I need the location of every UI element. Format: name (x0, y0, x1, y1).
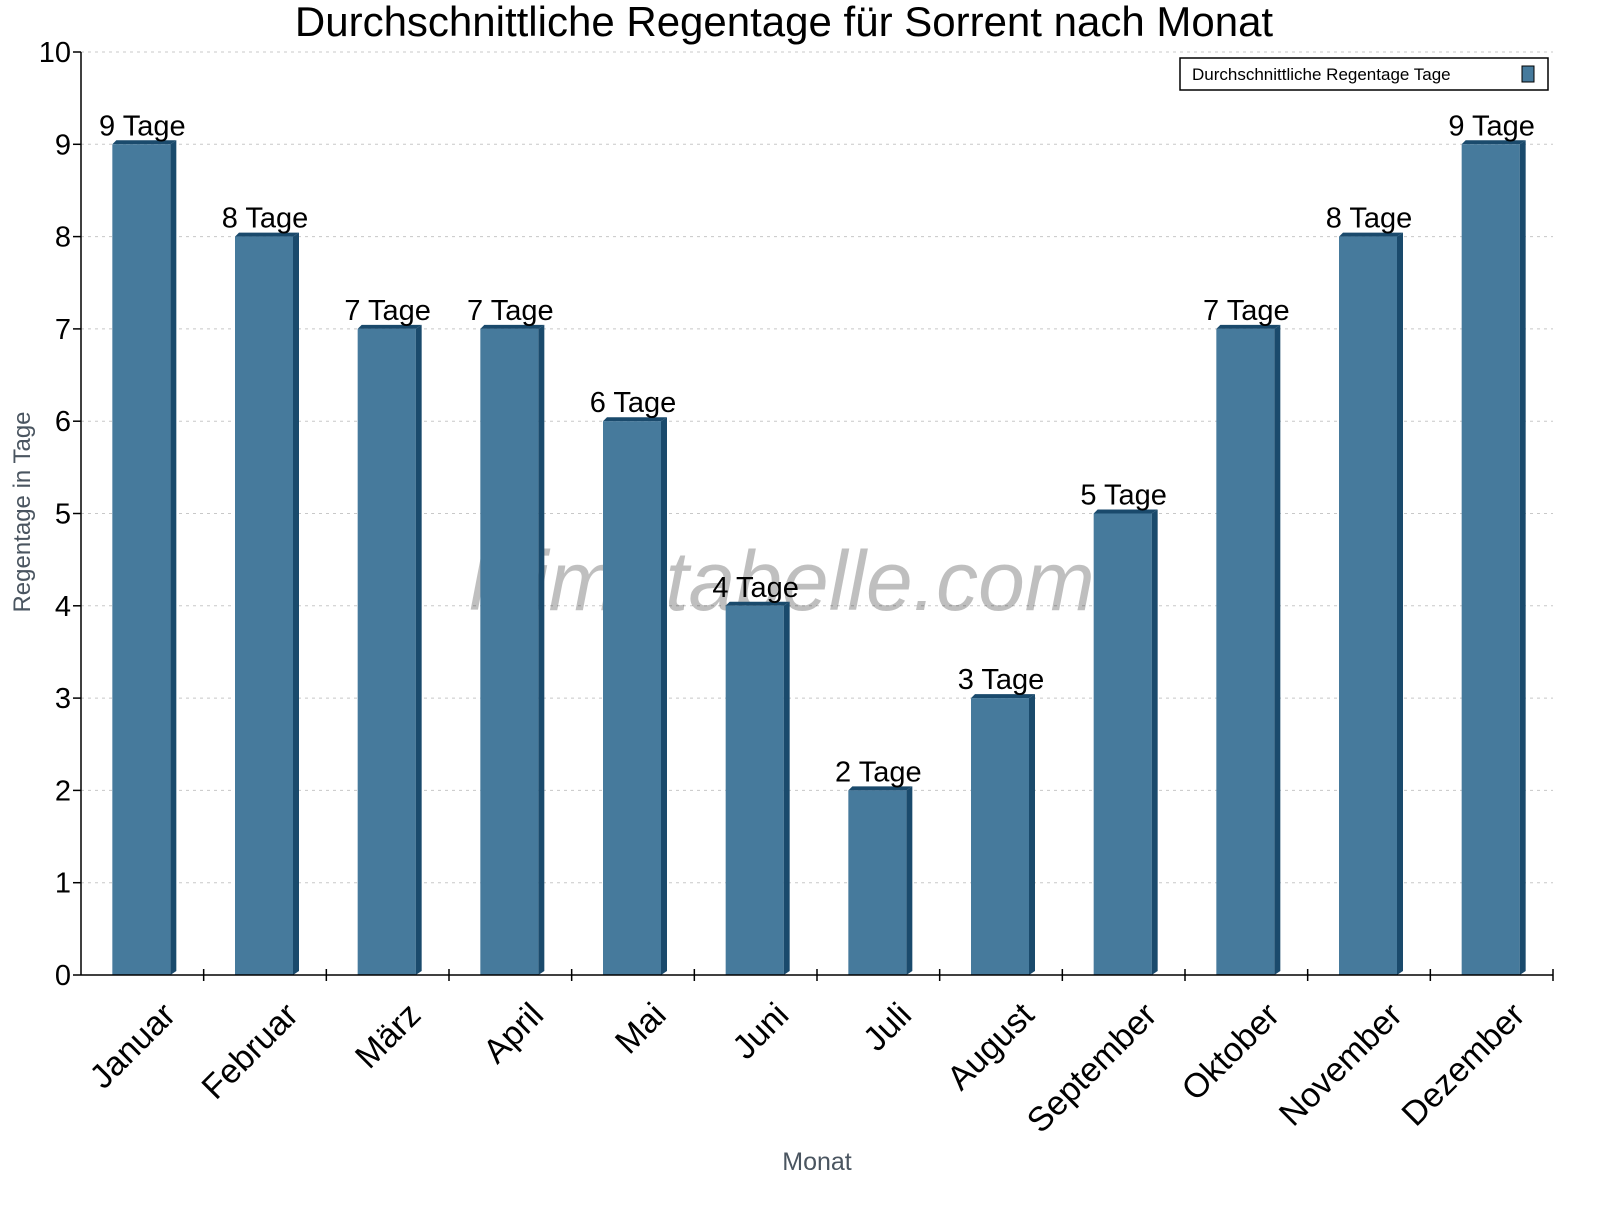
x-tick-label: September (1020, 996, 1164, 1140)
y-tick-label: 0 (55, 960, 71, 992)
y-tick-label: 7 (55, 314, 71, 346)
y-tick-label: 8 (55, 222, 71, 254)
grid-lines (81, 51, 1553, 884)
x-tick-label: April (476, 996, 551, 1071)
y-axis-label: Regentage in Tage (9, 411, 36, 612)
bar (971, 698, 1029, 975)
bar-side (1151, 509, 1158, 975)
bar-top (1216, 324, 1281, 329)
bar-side (661, 417, 667, 975)
bar (235, 236, 293, 976)
y-tick-label: 5 (55, 499, 71, 531)
bar-side (1029, 694, 1035, 975)
bar-side (1519, 140, 1526, 976)
data-label: 9 Tage (1448, 110, 1535, 142)
x-tick-label: August (940, 995, 1042, 1097)
legend-swatch (1521, 65, 1535, 83)
bar-top (357, 324, 422, 329)
bar-top (848, 786, 913, 791)
bar-top (480, 324, 545, 329)
data-label: 2 Tage (835, 756, 922, 788)
bar (1093, 513, 1152, 975)
data-label: 7 Tage (1203, 295, 1290, 327)
bar-top (1093, 509, 1158, 514)
bar-side (906, 786, 913, 975)
bar-top (1461, 140, 1526, 145)
bar (603, 421, 661, 975)
data-label: 6 Tage (590, 387, 677, 419)
legend-box (1179, 57, 1549, 91)
y-tick-label: 2 (55, 775, 71, 807)
y-tick-label: 6 (55, 406, 71, 438)
bar-top (235, 232, 299, 237)
data-label: 5 Tage (1080, 480, 1167, 512)
x-tick-label: Dezember (1395, 996, 1533, 1134)
data-label: 7 Tage (467, 295, 554, 327)
legend: Durchschnittliche Regentage Tage (1179, 57, 1549, 91)
bar-side (783, 601, 790, 975)
data-label: 9 Tage (99, 110, 186, 142)
bar (848, 790, 907, 975)
x-tick-label: Februar (195, 996, 306, 1107)
bar-top (1339, 232, 1403, 237)
y-tick-label: 9 (55, 129, 71, 161)
bar-side (170, 140, 177, 976)
y-tick-label: 10 (39, 37, 71, 69)
x-tick-label: März (348, 996, 428, 1076)
data-label: 4 Tage (712, 572, 799, 604)
x-axis-label: Monat (782, 1148, 852, 1176)
bar (480, 328, 539, 975)
bar-top (971, 694, 1035, 699)
y-tick-label: 4 (55, 591, 71, 623)
x-tick-label: Mai (608, 996, 674, 1062)
bar (357, 328, 416, 975)
chart-title: Durchschnittliche Regentage für Sorrent … (295, 0, 1274, 45)
x-tick-label: November (1272, 996, 1410, 1134)
y-tick-label: 1 (55, 868, 71, 900)
bar (1461, 144, 1520, 976)
data-label: 3 Tage (958, 664, 1045, 696)
bar-top (725, 601, 790, 606)
bar-side (1274, 324, 1281, 975)
bar-side (1397, 232, 1403, 976)
bar (725, 605, 784, 975)
x-tick-label: Juni (725, 996, 796, 1067)
bar-top (603, 417, 667, 422)
bar (112, 144, 171, 976)
x-tick-label: Januar (83, 996, 183, 1096)
legend-label: Durchschnittliche Regentage Tage (1192, 65, 1451, 84)
x-tick-label: Juli (856, 996, 919, 1059)
data-label: 8 Tage (1326, 203, 1413, 235)
bar (1216, 328, 1275, 975)
bar-side (415, 324, 422, 975)
bar (1339, 236, 1397, 976)
bar-top (112, 140, 177, 145)
bar-side (293, 232, 299, 976)
data-label: 8 Tage (222, 203, 309, 235)
y-tick-label: 3 (55, 683, 71, 715)
bars: 9 Tage 8 Tage 7 Tage 7 Tage 6 Tage 4 Tage 2 Ta… (99, 110, 1535, 976)
x-tick-label: Oktober (1175, 996, 1287, 1108)
bar-side (538, 324, 545, 975)
data-label: 7 Tage (344, 295, 431, 327)
